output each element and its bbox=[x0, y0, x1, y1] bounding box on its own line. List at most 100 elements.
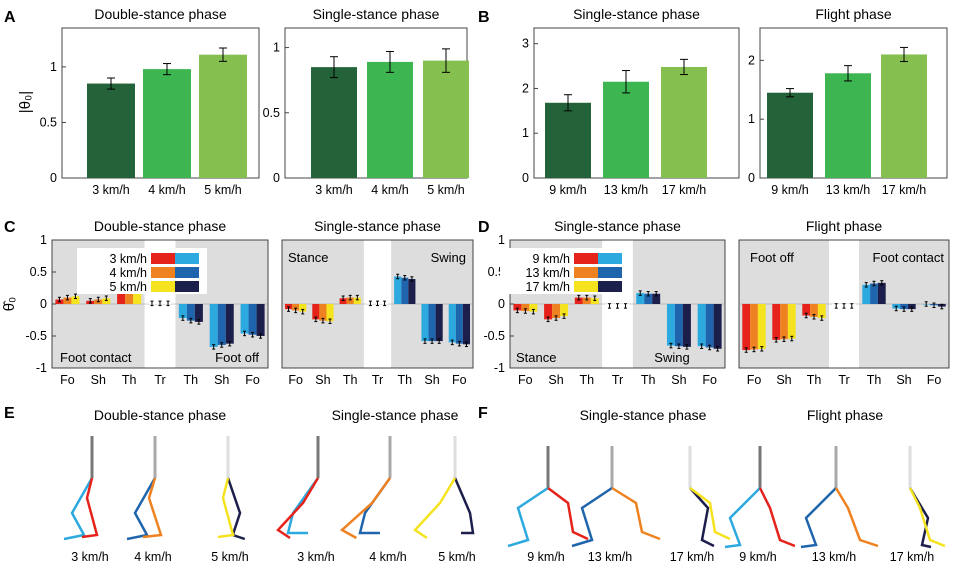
legend-swatch bbox=[175, 281, 183, 292]
x-tick-label: 17 km/h bbox=[662, 183, 707, 197]
bar bbox=[590, 298, 599, 304]
chart-title: Single-stance phase bbox=[554, 218, 681, 234]
legend-swatch bbox=[191, 281, 199, 292]
speed-label: 3 km/h bbox=[297, 550, 335, 564]
legend-swatch bbox=[191, 253, 199, 264]
legend-swatch bbox=[159, 267, 167, 278]
x-tick-label: Sh bbox=[91, 373, 106, 387]
bar bbox=[217, 304, 226, 345]
bar bbox=[292, 304, 300, 311]
y-tick-label: 0.5 bbox=[40, 115, 57, 129]
region-annotation: Foot off bbox=[215, 350, 259, 365]
bar bbox=[248, 304, 257, 335]
y-tick-label: 0 bbox=[498, 297, 505, 311]
bar bbox=[757, 304, 766, 349]
y-tick-label: -1 bbox=[494, 361, 505, 375]
x-tick-label: Th bbox=[641, 373, 656, 387]
legend-swatch bbox=[175, 253, 183, 264]
region-annotation: Swing bbox=[654, 350, 689, 365]
chart-title: Single-stance phase bbox=[314, 218, 441, 234]
bar bbox=[877, 282, 886, 304]
bar bbox=[225, 304, 234, 344]
x-tick-label: 13 km/h bbox=[826, 183, 871, 197]
legend-swatch bbox=[598, 281, 606, 292]
y-tick-label: 0 bbox=[40, 297, 47, 311]
legend-swatch bbox=[159, 253, 167, 264]
bar bbox=[529, 304, 538, 312]
x-tick-label: Sh bbox=[424, 373, 439, 387]
y-axis-label: θ̂₀ bbox=[1, 297, 18, 312]
bar bbox=[199, 54, 247, 178]
region-annotation: Foot contact bbox=[60, 350, 132, 365]
stick-panel-title: Double-stance phase bbox=[94, 407, 227, 423]
panel-letter-d: D bbox=[478, 219, 490, 236]
leg-segment bbox=[834, 487, 879, 548]
x-tick-label: Tr bbox=[372, 373, 383, 387]
x-tick-label: Fo bbox=[747, 373, 762, 387]
legend-label: 5 km/h bbox=[109, 280, 147, 294]
bar bbox=[521, 304, 530, 312]
bar bbox=[870, 283, 878, 304]
bar bbox=[346, 297, 354, 304]
bar bbox=[326, 304, 334, 322]
legend-label: 4 km/h bbox=[109, 266, 147, 280]
legend-label: 13 km/h bbox=[526, 266, 571, 280]
y-tick-label: 0.5 bbox=[263, 106, 280, 120]
bar bbox=[367, 61, 413, 179]
x-tick-label: Th bbox=[122, 373, 137, 387]
legend-swatch bbox=[191, 267, 199, 278]
bar bbox=[682, 304, 691, 347]
bar bbox=[750, 304, 758, 350]
x-tick-label: Th bbox=[184, 373, 199, 387]
bar bbox=[552, 304, 561, 319]
x-tick-label: 5 km/h bbox=[204, 183, 242, 197]
panel-letter-c: C bbox=[4, 219, 16, 236]
leg-segment bbox=[689, 487, 731, 541]
x-tick-label: Th bbox=[343, 373, 358, 387]
y-tick-label: 0 bbox=[748, 171, 755, 185]
panel-letter-a: A bbox=[4, 9, 16, 26]
bar bbox=[186, 304, 195, 321]
leg-segment bbox=[286, 477, 320, 535]
bar bbox=[661, 66, 707, 178]
x-tick-label: Tr bbox=[612, 373, 623, 387]
leg-segment bbox=[126, 477, 157, 541]
bar bbox=[353, 297, 361, 304]
y-tick-label: 0 bbox=[50, 171, 57, 185]
chart-title: Single-stance phase bbox=[313, 6, 440, 22]
bar bbox=[143, 69, 191, 178]
legend-swatch bbox=[159, 281, 167, 292]
leg-segment bbox=[217, 477, 235, 539]
x-tick-label: Fo bbox=[245, 373, 260, 387]
legend-swatch bbox=[614, 253, 622, 264]
bar bbox=[560, 304, 569, 317]
legend-label: 17 km/h bbox=[526, 280, 571, 294]
x-tick-label: Sh bbox=[776, 373, 791, 387]
y-tick-label: 1 bbox=[50, 60, 57, 74]
bar bbox=[63, 297, 72, 304]
chart-title: Flight phase bbox=[815, 6, 891, 22]
bar bbox=[603, 81, 649, 178]
x-tick-label: 3 km/h bbox=[92, 183, 130, 197]
y-tick-label: 1 bbox=[522, 126, 529, 140]
bar bbox=[862, 284, 871, 304]
bar bbox=[674, 304, 683, 347]
region-annotation: Swing bbox=[431, 250, 466, 265]
leg-segment bbox=[908, 487, 946, 548]
leg-segment bbox=[413, 477, 457, 540]
legend-swatch bbox=[151, 267, 159, 278]
bar bbox=[742, 304, 751, 351]
leg-segment bbox=[758, 487, 796, 548]
leg-segment bbox=[81, 477, 99, 539]
legend-label: 9 km/h bbox=[532, 252, 570, 266]
legend-swatch bbox=[167, 281, 175, 292]
bar bbox=[644, 293, 653, 304]
chart-title: Double-stance phase bbox=[94, 218, 227, 234]
bar bbox=[319, 304, 327, 321]
x-tick-label: 13 km/h bbox=[604, 183, 649, 197]
panel-letter-f: F bbox=[478, 405, 488, 422]
chart-title: Single-stance phase bbox=[573, 6, 700, 22]
bar bbox=[240, 304, 249, 334]
bar bbox=[810, 304, 818, 317]
stick-panel-title: Single-stance phase bbox=[580, 407, 707, 423]
